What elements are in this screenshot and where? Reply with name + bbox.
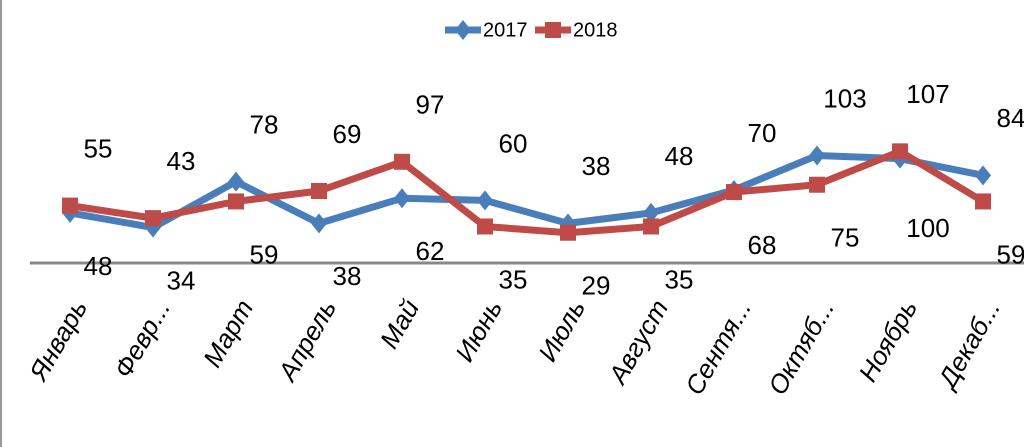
marker bbox=[892, 143, 908, 160]
legend-label: 2017 bbox=[483, 19, 528, 41]
x-tick-label: Декаб... bbox=[931, 294, 1006, 395]
marker bbox=[311, 213, 327, 234]
x-tick-label: Апрель bbox=[271, 294, 342, 387]
x-tick-label: Июнь bbox=[449, 294, 508, 366]
data-label: 38 bbox=[582, 151, 611, 181]
marker bbox=[145, 210, 161, 227]
data-label: 68 bbox=[748, 230, 777, 260]
data-label: 55 bbox=[84, 133, 113, 163]
series-line bbox=[69, 147, 985, 237]
marker bbox=[394, 188, 410, 209]
x-tick-label: Март bbox=[197, 294, 259, 372]
marker bbox=[560, 224, 576, 241]
marker bbox=[311, 183, 327, 199]
data-label: 69 bbox=[333, 119, 362, 149]
data-label: 38 bbox=[333, 261, 362, 291]
data-label: 29 bbox=[582, 271, 611, 301]
data-label: 35 bbox=[665, 264, 694, 294]
x-tick-label: Октяб... bbox=[762, 294, 840, 399]
data-label: 78 bbox=[250, 109, 279, 139]
x-tick-label: Август bbox=[601, 294, 674, 390]
marker bbox=[228, 193, 244, 210]
marker bbox=[228, 171, 244, 192]
data-label: 59 bbox=[997, 239, 1024, 269]
x-tick-label: Ноябрь bbox=[853, 294, 924, 386]
data-label: 103 bbox=[823, 83, 866, 113]
marker bbox=[975, 193, 991, 210]
marker bbox=[809, 176, 825, 193]
x-tick-label: Май bbox=[374, 294, 425, 353]
series-line bbox=[69, 152, 984, 232]
data-label: 59 bbox=[250, 239, 279, 269]
legend-marker bbox=[455, 20, 471, 40]
marker bbox=[726, 184, 742, 201]
data-label: 62 bbox=[416, 236, 445, 266]
x-tick-label: Сентя... bbox=[679, 294, 757, 399]
marker bbox=[809, 145, 825, 166]
data-label: 34 bbox=[167, 265, 196, 295]
data-label: 35 bbox=[499, 264, 528, 294]
x-tick-label: Январь bbox=[22, 294, 93, 387]
legend-marker bbox=[545, 22, 561, 38]
data-label: 70 bbox=[748, 118, 777, 148]
x-tick-label: Июль bbox=[532, 294, 591, 366]
data-label: 107 bbox=[906, 79, 949, 109]
data-label: 84 bbox=[997, 103, 1024, 133]
marker bbox=[643, 218, 659, 235]
data-label: 48 bbox=[84, 251, 113, 281]
marker bbox=[394, 153, 410, 170]
data-label: 75 bbox=[831, 223, 860, 253]
marker bbox=[477, 218, 493, 235]
legend-label: 2018 bbox=[573, 19, 618, 41]
marker bbox=[643, 202, 659, 223]
data-label: 100 bbox=[906, 213, 949, 243]
data-label: 60 bbox=[499, 128, 528, 158]
x-tick-label: Февр... bbox=[108, 294, 176, 382]
data-label: 97 bbox=[416, 90, 445, 120]
data-label: 48 bbox=[665, 141, 694, 171]
marker bbox=[62, 197, 78, 214]
marker bbox=[477, 190, 493, 211]
marker bbox=[975, 165, 991, 186]
data-label: 43 bbox=[167, 146, 196, 176]
